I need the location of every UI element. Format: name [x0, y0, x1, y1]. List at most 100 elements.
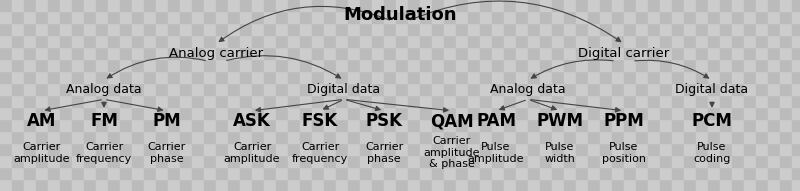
Bar: [108, 59, 120, 71]
Bar: [264, 59, 276, 71]
Bar: [300, 47, 312, 59]
Bar: [360, 71, 372, 83]
Bar: [240, 71, 252, 83]
Bar: [672, 131, 684, 143]
Bar: [540, 71, 552, 83]
Bar: [24, 95, 36, 107]
Bar: [120, 131, 132, 143]
Bar: [468, 167, 480, 179]
Bar: [636, 0, 648, 11]
Bar: [288, 59, 300, 71]
Bar: [0, 11, 12, 23]
Bar: [372, 107, 384, 119]
Bar: [768, 119, 780, 131]
Bar: [456, 167, 468, 179]
Bar: [564, 167, 576, 179]
Bar: [408, 155, 420, 167]
Bar: [744, 167, 756, 179]
Bar: [372, 47, 384, 59]
Bar: [468, 59, 480, 71]
Bar: [372, 179, 384, 191]
Bar: [384, 83, 396, 95]
Bar: [180, 155, 192, 167]
Bar: [36, 155, 48, 167]
Bar: [240, 107, 252, 119]
Bar: [12, 23, 24, 35]
Bar: [120, 167, 132, 179]
Bar: [24, 131, 36, 143]
Bar: [384, 143, 396, 155]
Bar: [288, 167, 300, 179]
Bar: [696, 11, 708, 23]
Bar: [144, 155, 156, 167]
Bar: [600, 131, 612, 143]
Bar: [564, 0, 576, 11]
Bar: [132, 71, 144, 83]
Bar: [60, 179, 72, 191]
Bar: [120, 0, 132, 11]
Bar: [720, 95, 732, 107]
Bar: [672, 11, 684, 23]
Bar: [264, 107, 276, 119]
Bar: [360, 0, 372, 11]
Bar: [0, 179, 12, 191]
Bar: [120, 35, 132, 47]
Bar: [12, 47, 24, 59]
Bar: [252, 107, 264, 119]
Bar: [72, 71, 84, 83]
Bar: [396, 131, 408, 143]
Bar: [132, 95, 144, 107]
Bar: [648, 0, 660, 11]
Bar: [156, 131, 168, 143]
Bar: [252, 131, 264, 143]
Text: AM: AM: [27, 112, 56, 130]
Bar: [168, 155, 180, 167]
Bar: [600, 59, 612, 71]
Bar: [336, 23, 348, 35]
Bar: [300, 11, 312, 23]
Bar: [24, 59, 36, 71]
Bar: [72, 23, 84, 35]
Bar: [264, 131, 276, 143]
Bar: [660, 167, 672, 179]
Bar: [408, 71, 420, 83]
Bar: [72, 119, 84, 131]
Bar: [720, 155, 732, 167]
Bar: [180, 83, 192, 95]
Bar: [456, 179, 468, 191]
Bar: [732, 71, 744, 83]
Bar: [432, 59, 444, 71]
Bar: [480, 155, 492, 167]
Bar: [60, 0, 72, 11]
Bar: [288, 83, 300, 95]
Bar: [504, 23, 516, 35]
Bar: [564, 23, 576, 35]
Bar: [468, 119, 480, 131]
Bar: [456, 155, 468, 167]
Bar: [660, 59, 672, 71]
Bar: [504, 47, 516, 59]
Bar: [768, 167, 780, 179]
Bar: [144, 59, 156, 71]
Bar: [456, 11, 468, 23]
Bar: [372, 83, 384, 95]
Bar: [12, 35, 24, 47]
Bar: [348, 119, 360, 131]
Bar: [360, 143, 372, 155]
Bar: [492, 59, 504, 71]
Bar: [480, 23, 492, 35]
Bar: [60, 47, 72, 59]
Bar: [372, 167, 384, 179]
Bar: [708, 23, 720, 35]
Bar: [576, 47, 588, 59]
Bar: [684, 35, 696, 47]
Bar: [444, 47, 456, 59]
Text: PSK: PSK: [366, 112, 402, 130]
Bar: [108, 143, 120, 155]
Bar: [636, 95, 648, 107]
Bar: [324, 47, 336, 59]
Bar: [468, 83, 480, 95]
Bar: [540, 155, 552, 167]
Bar: [240, 11, 252, 23]
Bar: [528, 167, 540, 179]
